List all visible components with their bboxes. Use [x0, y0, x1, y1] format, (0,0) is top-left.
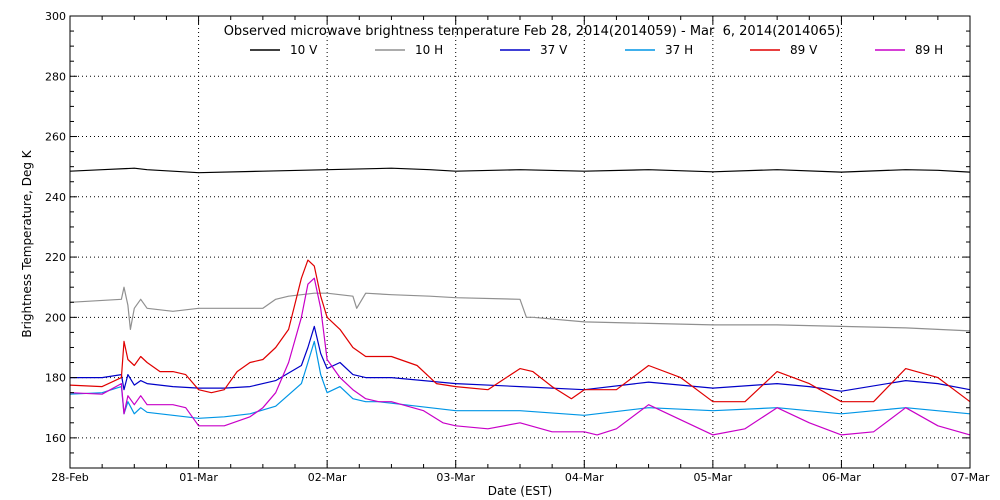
x-tick-label: 03-Mar — [436, 471, 475, 484]
x-tick-label: 28-Feb — [51, 471, 88, 484]
legend-label-89v: 89 V — [790, 43, 818, 57]
y-tick-label: 180 — [45, 372, 66, 385]
series-line-89h — [69, 277, 971, 436]
legend-label-10h: 10 H — [415, 43, 443, 57]
legend-label-89h: 89 H — [915, 43, 943, 57]
x-tick-label: 04-Mar — [565, 471, 604, 484]
x-tick-label: 05-Mar — [693, 471, 732, 484]
series-layer — [69, 167, 971, 436]
legend-label-10v: 10 V — [290, 43, 318, 57]
y-tick-label: 240 — [45, 191, 66, 204]
x-tick-label: 07-Mar — [951, 471, 990, 484]
chart-title: Observed microwave brightness temperatur… — [224, 24, 841, 39]
y-tick-label: 160 — [45, 432, 66, 445]
plot-frame — [69, 15, 971, 469]
series-line-37h — [69, 340, 971, 419]
series-line-37v — [70, 325, 971, 392]
legend-label-37h: 37 H — [665, 43, 693, 57]
series-line-89v — [69, 259, 971, 403]
axis-ticks — [69, 15, 971, 469]
x-tick-label: 01-Mar — [179, 471, 218, 484]
x-axis-title: Date (EST) — [488, 484, 552, 498]
legend: 10 V 10 H 37 V 37 H 89 V 89 H — [250, 43, 943, 57]
y-tick-label: 200 — [45, 311, 66, 324]
x-tick-labels: 28-Feb 01-Mar 02-Mar 03-Mar 04-Mar 05-Mar 06-M… — [51, 471, 990, 484]
series-line-10v — [69, 167, 971, 174]
y-tick-label: 260 — [45, 131, 66, 144]
x-tick-label: 02-Mar — [308, 471, 347, 484]
y-axis-title: Brightness Temperature, Deg K — [20, 149, 34, 337]
y-tick-label: 220 — [45, 251, 66, 264]
gridlines — [70, 16, 970, 468]
y-tick-labels: 160 180 200 220 240 260 280 300 — [45, 10, 66, 445]
legend-label-37v: 37 V — [540, 43, 568, 57]
series-line-10h — [69, 286, 971, 332]
y-tick-label: 300 — [45, 10, 66, 23]
x-tick-label: 06-Mar — [822, 471, 861, 484]
y-tick-label: 280 — [45, 70, 66, 83]
